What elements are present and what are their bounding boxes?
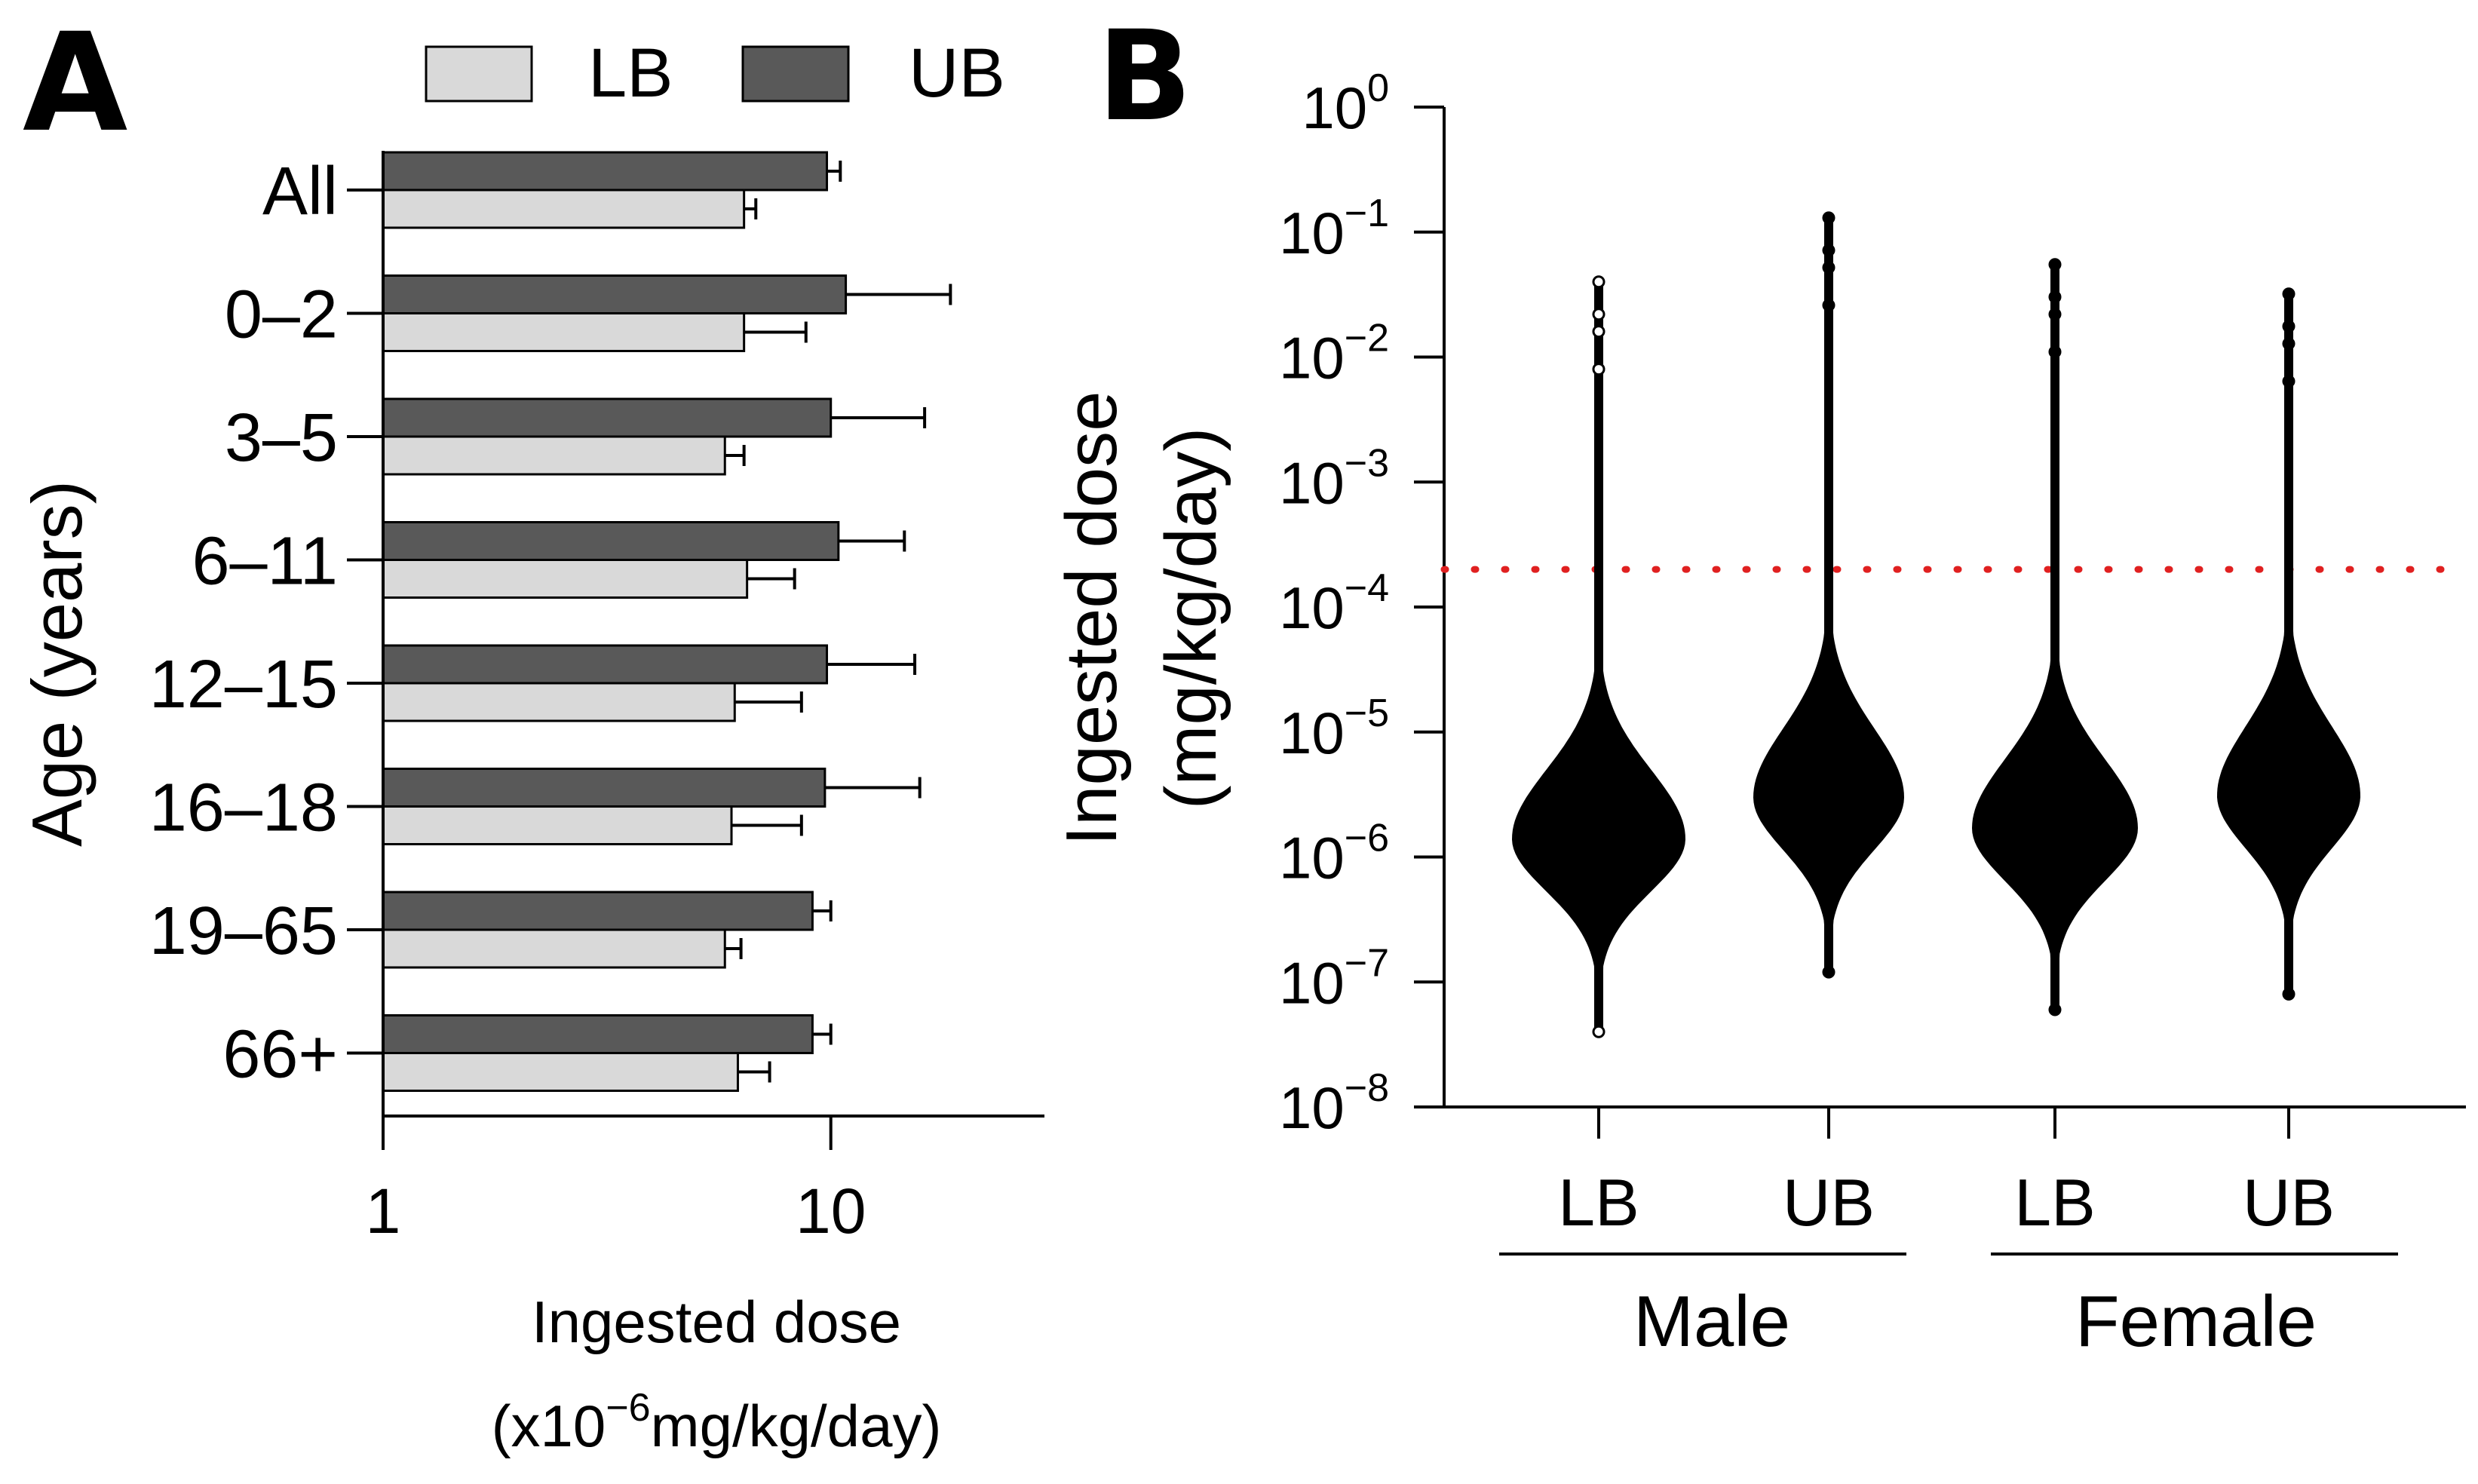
y-ticks: 100 10−1 10−2 10−3 10−4 10−5 10−6 10−7 10−8 — [1279, 66, 1444, 1141]
x-tick-label: 10 — [796, 1176, 866, 1246]
outlier-point — [2282, 375, 2296, 388]
outlier-point — [2048, 345, 2062, 359]
outlier-point — [2282, 287, 2296, 301]
outlier-point — [2048, 258, 2062, 271]
x-ticks: 1 10 — [366, 1116, 866, 1246]
bar-ub — [382, 644, 829, 685]
bar-ub — [382, 274, 848, 314]
category-label: 19–65 — [149, 894, 338, 969]
y-tick-label: 10−3 — [1279, 441, 1389, 516]
bar-lb — [382, 312, 746, 352]
y-tick-label: 10−8 — [1279, 1066, 1389, 1141]
category-labels: All 0–2 3–5 6–11 12–15 16–18 19–65 66+ — [149, 154, 383, 1093]
bars — [382, 151, 952, 1092]
group-title-female: Female — [2075, 1281, 2317, 1362]
outlier-point — [2282, 337, 2296, 351]
y-tick-label: 10−7 — [1279, 941, 1389, 1016]
legend-swatch-ub — [741, 45, 850, 103]
outlier-point — [1822, 299, 1835, 312]
y-tick-label: 10−2 — [1279, 317, 1389, 391]
bar-ub — [382, 768, 827, 808]
category-label: 66+ — [222, 1017, 338, 1093]
violin-male-lb — [1512, 281, 1685, 1032]
x-axis-title-line1: Ingested dose — [532, 1289, 901, 1355]
outlier-point — [1592, 275, 1605, 289]
category-label: 3–5 — [225, 400, 338, 476]
violin-female-lb — [1972, 264, 2138, 1010]
bar-lb — [382, 435, 726, 476]
outlier-point — [2048, 308, 2062, 321]
outlier-point — [1592, 308, 1605, 321]
outlier-point — [1822, 211, 1835, 225]
group-label-male-ub: UB — [1783, 1165, 1875, 1240]
outlier-point — [2048, 290, 2062, 304]
panel-label-a: A — [23, 5, 127, 162]
y-tick-label: 10−1 — [1279, 192, 1389, 266]
legend-swatch-lb — [425, 45, 533, 103]
outlier-point — [1592, 1025, 1605, 1038]
x-tick-label: 1 — [366, 1176, 401, 1246]
category-label: 16–18 — [149, 771, 338, 846]
bar-ub — [382, 151, 829, 192]
y-tick-label: 100 — [1302, 66, 1389, 141]
bar-lb — [382, 559, 749, 599]
bar-lb — [382, 928, 726, 969]
y-tick-label: 10−6 — [1279, 817, 1389, 891]
outlier-point — [1822, 244, 1835, 257]
outlier-point — [2282, 987, 2296, 1001]
axes — [382, 151, 1044, 1150]
violins — [1512, 211, 2360, 1139]
category-label: 0–2 — [225, 277, 338, 353]
bar-ub — [382, 891, 814, 931]
y-tick-label: 10−4 — [1279, 566, 1389, 641]
outlier-point — [2048, 1003, 2062, 1016]
violin-male-ub — [1753, 217, 1904, 973]
panel-b-violin-chart: 100 10−1 10−2 10−3 10−4 10−5 10−6 10−7 10−8 LB U… — [1051, 66, 2470, 1362]
bar-lb — [382, 682, 736, 722]
panel-label-b: B — [1097, 4, 1192, 149]
y-tick-label: 10−5 — [1279, 691, 1389, 766]
category-label: All — [262, 154, 338, 229]
y-axis-title-line2: (mg/kg/day) — [1151, 428, 1231, 810]
group-label-female-lb: LB — [2014, 1165, 2096, 1240]
y-axis-title: Age (years) — [17, 480, 97, 847]
group-title-male: Male — [1633, 1281, 1790, 1362]
outlier-point — [1822, 965, 1835, 979]
bar-ub — [382, 1014, 814, 1054]
x-axis-title-line2: (x10−6mg/kg/day) — [492, 1386, 942, 1459]
group-label-male-lb: LB — [1558, 1165, 1639, 1240]
outlier-point — [2282, 320, 2296, 333]
bar-lb — [382, 805, 733, 845]
category-label: 12–15 — [149, 647, 338, 722]
violin-female-ub — [2217, 293, 2360, 995]
legend-label-lb: LB — [588, 35, 673, 112]
group-labels: LB UB LB UB Male Female — [1499, 1165, 2398, 1362]
outlier-point — [1822, 261, 1835, 274]
group-label-female-ub: UB — [2243, 1165, 2335, 1240]
bar-lb — [382, 1052, 739, 1092]
outlier-point — [1592, 363, 1605, 376]
legend-label-ub: UB — [909, 35, 1005, 112]
bar-ub — [382, 521, 840, 561]
bar-lb — [382, 189, 746, 229]
y-axis-title-line1: Ingested dose — [1051, 391, 1132, 845]
outlier-point — [1592, 325, 1605, 339]
category-label: 6–11 — [192, 524, 338, 599]
legend: LB UB — [425, 35, 1005, 112]
bar-ub — [382, 397, 833, 438]
